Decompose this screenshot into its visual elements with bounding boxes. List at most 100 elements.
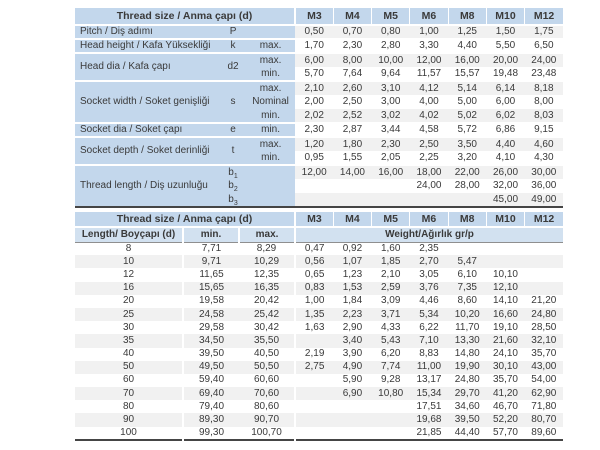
spec-value: 12,00 [295, 164, 334, 179]
min-value: 7,71 [201, 242, 222, 254]
weight-value: 2,19 [304, 348, 325, 360]
weight-value: 3,76 [409, 281, 449, 295]
weight-value [372, 400, 410, 413]
spec-value: 12,00 [409, 52, 449, 67]
spec-value: 1,55 [342, 151, 363, 163]
weight-value: 39,50 [448, 413, 487, 427]
spec-value: 4,00 [419, 96, 439, 107]
spec-value: 2,25 [419, 151, 439, 163]
spec-value: 3,44 [371, 122, 410, 137]
weight-value [486, 242, 524, 255]
weight-row: 80 79,40 80,60 17,51 34,60 46,70 71,80 [75, 400, 563, 414]
spec-value: 0,50 [295, 24, 334, 39]
weight-value: 24,80 [454, 374, 480, 386]
weight-value: 17,51 [416, 400, 442, 412]
spec-value: 6,50 [524, 38, 563, 53]
weight-value: 13,30 [448, 334, 487, 348]
spec-value: 23,48 [531, 67, 557, 79]
weight-value: 0,47 [304, 242, 325, 254]
symbol-b2: b2 [220, 179, 247, 193]
size-column-header-m10: M10 [485, 212, 525, 227]
min-value: 89,30 [183, 413, 240, 427]
spec-value: 20,00 [486, 52, 525, 67]
spec-row: b3 45,00 49,00 [75, 193, 563, 207]
row-label: Head dia / Kafa çapı [75, 52, 221, 81]
spec-value: 6,86 [486, 122, 525, 137]
qualifier: min. [246, 109, 296, 123]
symbol-t: t [220, 136, 247, 165]
weight-value: 21,85 [416, 426, 442, 438]
qualifier: max. [246, 38, 296, 53]
weight-value: 4,90 [333, 360, 372, 374]
dimensions-table: Thread size / Anma çapı (d) M3 M4 M5 M6 M8 M1… [75, 8, 563, 208]
weight-value: 4,46 [419, 295, 439, 307]
weight-value: 29,70 [448, 387, 487, 401]
spec-value: 2,10 [295, 80, 334, 95]
weight-value: 14,80 [454, 348, 480, 360]
spec-value: 5,00 [457, 96, 477, 107]
spec-value: 32,00 [492, 180, 519, 191]
weight-value [524, 255, 563, 269]
weight-value: 2,23 [333, 307, 372, 322]
weight-value [333, 413, 372, 427]
dimensions-table-header-row: Thread size / Anma çapı (d) M3 M4 M5 M6 M8 M1… [75, 8, 563, 25]
weight-value [372, 427, 410, 440]
spec-value: 2,05 [380, 151, 401, 163]
weight-value: 35,70 [531, 348, 557, 360]
weight-value: 2,90 [342, 321, 363, 333]
weight-value: 1,84 [342, 295, 363, 307]
size-column-header-m5: M5 [371, 212, 410, 227]
weight-value: 8,83 [419, 348, 439, 360]
spec-row: Thread length / Diş uzunluğu b1 12,00 14,00… [75, 164, 563, 207]
qualifier: min. [246, 151, 296, 165]
length-value: 12 [75, 268, 185, 282]
row-label: Socket depth / Soket derinliği [75, 136, 221, 165]
spec-value: 5,70 [304, 67, 324, 79]
spec-value: 5,50 [486, 38, 525, 53]
spec-value: 0,95 [304, 151, 324, 163]
spec-row: min. 5,70 7,64 9,64 11,57 15,57 19,48 23,48 [75, 67, 563, 81]
weight-value: 2,59 [371, 281, 410, 295]
spec-value [295, 193, 334, 207]
spec-row: Pitch / Diş adımı P 0,50 0,70 0,80 1,00 1,25 1,… [75, 24, 563, 39]
weight-row: 60 59,40 60,60 5,90 9,28 13,17 24,80 35,70 54,00 [75, 373, 563, 388]
weight-value: 6,20 [380, 348, 401, 360]
weight-value: 7,10 [409, 334, 449, 348]
spec-value: 3,20 [457, 151, 477, 163]
symbol-e: e [220, 122, 247, 137]
spec-value: 1,50 [486, 24, 525, 39]
max-value: 30,42 [239, 321, 297, 335]
weight-value: 80,70 [524, 413, 563, 427]
row-label: Socket width / Soket genişliği [75, 80, 221, 123]
spec-value: 4,12 [409, 80, 449, 95]
row-label: Pitch / Diş adımı [75, 24, 221, 39]
weight-value: 1,53 [333, 281, 372, 295]
weight-value: 21,20 [531, 295, 557, 307]
min-value: 39,50 [199, 348, 225, 360]
weight-value [295, 374, 333, 387]
weight-value: 52,20 [486, 413, 525, 427]
spec-value: 6,00 [295, 52, 334, 67]
weight-value: 32,10 [524, 334, 563, 348]
weight-value: 2,70 [409, 255, 449, 269]
weight-value [448, 242, 486, 255]
spec-value: 2,50 [409, 136, 449, 151]
qualifier: Nominal [246, 95, 296, 109]
qualifier [246, 179, 296, 193]
spec-value: 16,00 [371, 164, 410, 179]
spec-value: 6,02 [486, 109, 525, 123]
spec-value: 2,02 [295, 109, 334, 123]
row-label: Thread length / Diş uzunluğu [75, 164, 221, 207]
weight-value: 7,35 [448, 281, 487, 295]
weight-value: 57,70 [492, 426, 518, 438]
max-column-header: max. [239, 226, 297, 243]
min-value: 69,40 [183, 387, 240, 401]
weight-value: 43,00 [524, 360, 563, 374]
weight-value: 8,60 [457, 295, 477, 307]
length-value: 80 [75, 400, 185, 414]
weight-value: 2,75 [295, 360, 334, 374]
spec-value: 7,64 [342, 67, 363, 79]
qualifier [246, 164, 296, 179]
length-value: 10 [75, 255, 185, 269]
